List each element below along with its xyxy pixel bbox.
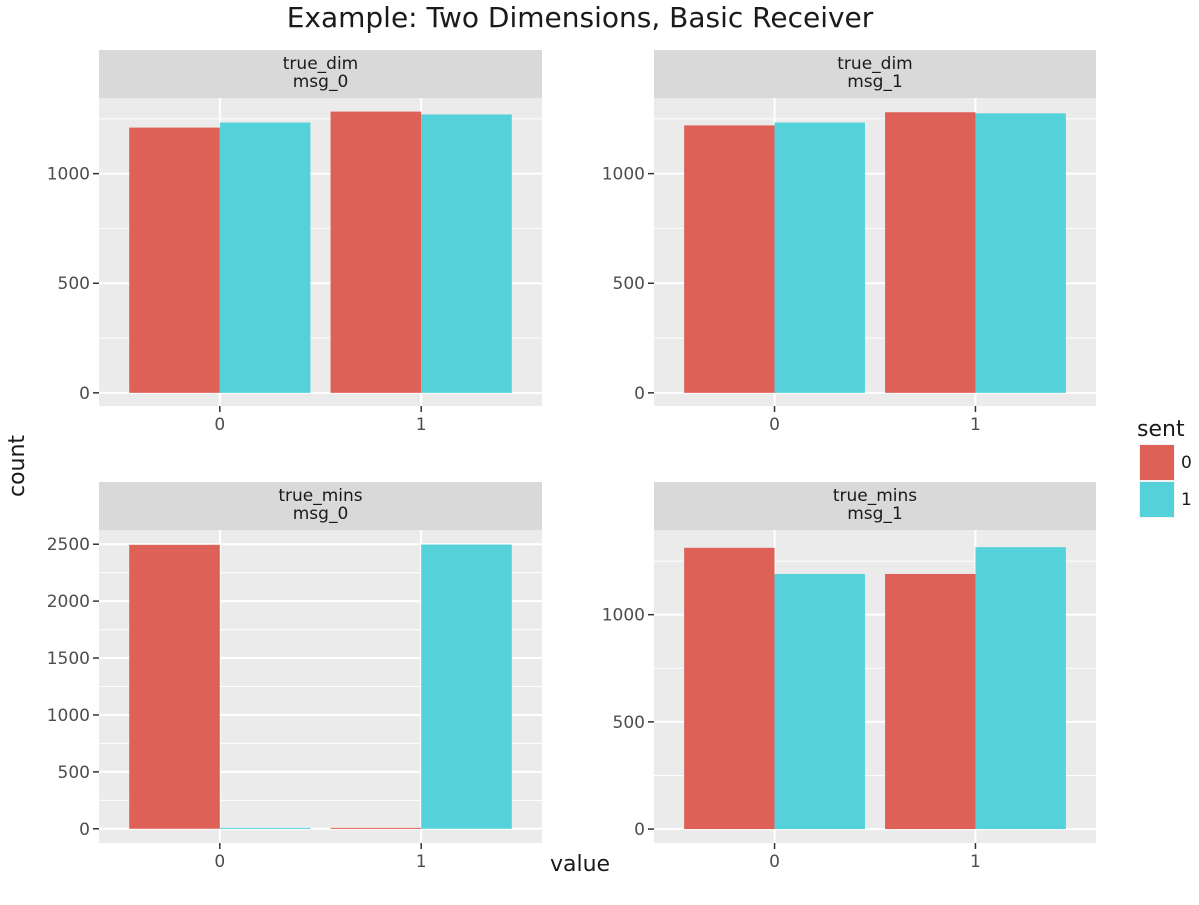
facet-strip-label: true_mins xyxy=(833,486,917,506)
x-axis-title: value xyxy=(550,852,610,877)
legend: sent 0 1 xyxy=(1137,417,1192,518)
facet-strip xyxy=(654,50,1096,98)
x-tick-label: 0 xyxy=(214,415,225,435)
x-tick-label: 1 xyxy=(970,415,981,435)
bar xyxy=(330,111,422,393)
facet-strip-label: msg_0 xyxy=(293,72,349,92)
facet-strip xyxy=(654,482,1096,530)
bar xyxy=(774,573,865,830)
facet-strip-label: msg_1 xyxy=(847,504,903,524)
bar xyxy=(885,112,976,393)
bar xyxy=(330,827,422,829)
bar xyxy=(421,544,512,829)
legend-key xyxy=(1140,445,1174,480)
y-axis-title: count xyxy=(5,435,30,497)
y-tick-label: 2000 xyxy=(47,592,90,612)
y-tick-label: 500 xyxy=(58,274,90,294)
bar xyxy=(129,544,220,829)
legend-key xyxy=(1140,482,1174,517)
bar xyxy=(684,125,775,393)
y-tick-label: 1000 xyxy=(602,165,645,185)
bar xyxy=(975,547,1066,830)
bar xyxy=(129,127,220,393)
y-tick-label: 1000 xyxy=(602,606,645,626)
y-tick-label: 1000 xyxy=(47,706,90,726)
x-tick-label: 1 xyxy=(416,852,427,872)
x-tick-label: 0 xyxy=(769,415,780,435)
legend-title: sent xyxy=(1137,417,1185,442)
facet-strip-label: msg_1 xyxy=(847,72,903,92)
bar xyxy=(684,547,775,830)
y-tick-label: 1000 xyxy=(47,165,90,185)
y-tick-label: 500 xyxy=(613,274,645,294)
facet-strip-label: true_mins xyxy=(278,486,362,506)
legend-label: 0 xyxy=(1181,453,1192,473)
chart-title: Example: Two Dimensions, Basic Receiver xyxy=(287,1,874,34)
x-tick-label: 0 xyxy=(214,852,225,872)
x-tick-label: 0 xyxy=(769,852,780,872)
facet-strip-label: true_dim xyxy=(283,54,358,74)
bar xyxy=(885,573,976,830)
x-tick-label: 1 xyxy=(970,852,981,872)
y-tick-label: 500 xyxy=(613,713,645,733)
facet-strip xyxy=(99,50,542,98)
facet-strip xyxy=(99,482,542,530)
y-tick-label: 0 xyxy=(634,384,645,404)
bar xyxy=(421,114,512,393)
x-tick-label: 1 xyxy=(416,415,427,435)
y-tick-label: 0 xyxy=(79,384,90,404)
y-tick-label: 500 xyxy=(58,763,90,783)
facet-strip-label: msg_0 xyxy=(293,504,349,524)
y-tick-label: 1500 xyxy=(47,649,90,669)
y-tick-label: 0 xyxy=(79,820,90,840)
legend-label: 1 xyxy=(1181,490,1192,510)
bar xyxy=(975,113,1066,393)
bar xyxy=(219,122,311,393)
y-tick-label: 0 xyxy=(634,820,645,840)
bar xyxy=(219,827,311,829)
y-tick-label: 2500 xyxy=(47,535,90,555)
facet-strip-label: true_dim xyxy=(837,54,912,74)
bar xyxy=(774,122,865,393)
